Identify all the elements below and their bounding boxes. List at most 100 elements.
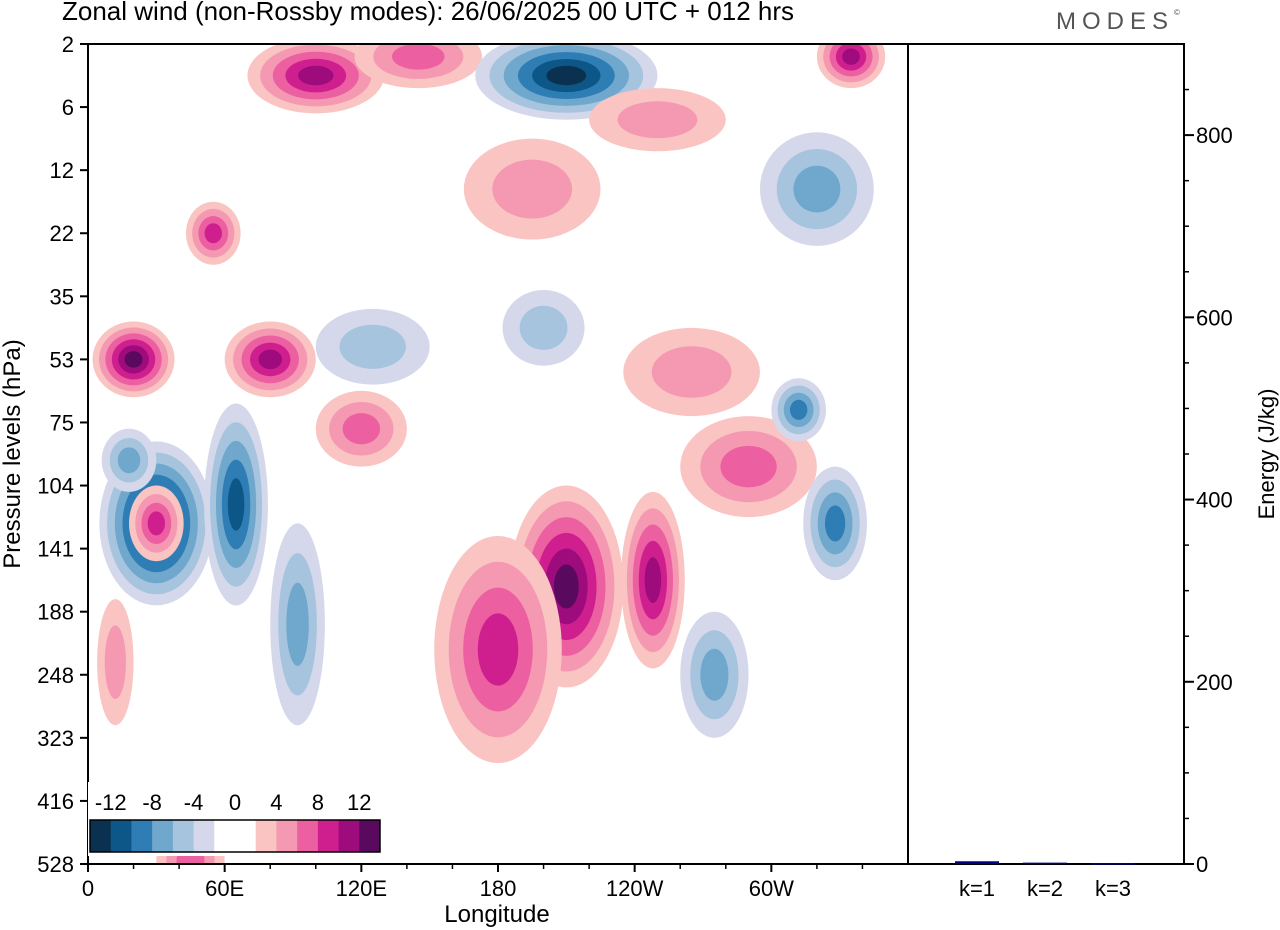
- contour-band: [651, 346, 732, 398]
- energy-x-axis: k=1 k=2 k=3: [959, 876, 1131, 901]
- colorbar-cell: [172, 820, 195, 852]
- energy-bars: [955, 861, 1135, 865]
- contour-band: [227, 478, 245, 531]
- x-tick-label: 120E: [336, 876, 387, 901]
- heatmap-feature: [803, 466, 867, 581]
- energy-tick-label: 0: [1196, 852, 1208, 877]
- energy-frame: [907, 43, 1185, 865]
- contour-band: [124, 351, 143, 368]
- contour-band: [789, 399, 808, 420]
- contour-band: [258, 349, 283, 370]
- y-axis-label: Pressure levels (hPa): [0, 339, 26, 568]
- energy-category-label: k=2: [1027, 876, 1063, 901]
- y-tick-label: 248: [37, 663, 74, 688]
- colorbar-cell: [255, 820, 277, 852]
- heatmap-feature: [92, 321, 175, 398]
- contour-band: [104, 625, 126, 699]
- contour-band: [342, 413, 381, 445]
- contour-band: [492, 159, 573, 219]
- y-tick-label: 323: [37, 726, 74, 751]
- energy-bar: [1023, 862, 1067, 865]
- chart-title: Zonal wind (non-Rossby modes): 26/06/202…: [62, 0, 794, 26]
- heatmap-feature: [680, 611, 749, 738]
- heatmap-feature: [97, 599, 134, 726]
- y-tick-label: 22: [50, 221, 74, 246]
- contour-band: [617, 101, 698, 139]
- energy-category-label: k=1: [959, 876, 995, 901]
- contour-band: [204, 223, 222, 244]
- heatmap-feature: [434, 536, 562, 764]
- heatmap-feature: [315, 390, 407, 467]
- energy-bar: [955, 861, 999, 864]
- y-tick-label: 35: [50, 284, 74, 309]
- contour-band: [700, 648, 729, 701]
- heatmap-feature: [129, 485, 184, 562]
- contour-band: [339, 324, 406, 369]
- contour-band: [477, 613, 519, 686]
- colorbar-cell: [152, 820, 174, 852]
- y-tick-label: 53: [50, 347, 74, 372]
- heatmap-feature: [589, 88, 726, 152]
- colorbar-cell: [110, 820, 132, 852]
- x-axis-label: Longitude: [444, 901, 549, 928]
- heatmap-feature: [354, 44, 483, 89]
- colorbar-cell: [214, 820, 236, 852]
- contour-band: [117, 447, 141, 474]
- contour-band: [553, 564, 579, 609]
- colorbar-frame: [89, 819, 381, 853]
- y-axis: 2 6 12 22 35 53 75 104 141 188 248 323 416 528: [37, 32, 88, 877]
- y-tick-label: 528: [37, 852, 74, 877]
- colorbar: -12 -8 -4 0 4 8 12: [88, 782, 382, 856]
- colorbar-tick-label: 8: [312, 790, 324, 815]
- contour-band: [644, 557, 662, 604]
- heatmap-feature: [816, 44, 886, 89]
- heatmap-feature: [680, 416, 817, 518]
- colorbar-cell: [359, 820, 381, 852]
- colorbar-tick-label: 0: [229, 790, 241, 815]
- x-tick-label: 180: [480, 876, 517, 901]
- y-tick-label: 75: [50, 410, 74, 435]
- y-tick-label: 188: [37, 600, 74, 625]
- contour-band: [392, 44, 445, 70]
- colorbar-tick-label: 12: [347, 790, 371, 815]
- energy-axis-label: Energy (J/kg): [1254, 389, 1279, 520]
- colorbar-tick-label: -8: [142, 790, 162, 815]
- x-axis: 0 60E 120E 180 120W 60W: [82, 864, 864, 901]
- y-tick-label: 141: [37, 537, 74, 562]
- heatmap-feature: [270, 523, 325, 726]
- colorbar-cell: [193, 820, 215, 852]
- heatmap-feature: [224, 321, 316, 398]
- x-tick-label: 60W: [749, 876, 794, 901]
- heatmap-feature: [315, 308, 430, 385]
- contour-band: [793, 165, 841, 213]
- heatmap-feature: [247, 44, 385, 114]
- heatmap-feature: [771, 378, 827, 442]
- colorbar-cell: [276, 820, 298, 852]
- colorbar-tick-label: -4: [184, 790, 204, 815]
- contour-band: [842, 48, 860, 65]
- contour-band: [824, 505, 846, 542]
- colorbar-tick-label: -12: [95, 790, 127, 815]
- energy-tick-label: 400: [1196, 488, 1233, 513]
- heatmap-feature: [759, 132, 874, 246]
- x-tick-label: 60E: [205, 876, 244, 901]
- y-tick-label: 416: [37, 789, 74, 814]
- colorbar-cell: [338, 820, 360, 852]
- y-tick-label: 104: [37, 474, 74, 499]
- heatmap-feature: [101, 428, 157, 492]
- y-tick-label: 2: [62, 32, 74, 57]
- energy-tick-label: 800: [1196, 123, 1233, 148]
- heatmap-feature: [463, 138, 601, 240]
- contour-band: [147, 511, 166, 536]
- contour-band: [546, 65, 587, 86]
- energy-tick-label: 200: [1196, 670, 1233, 695]
- contour-band: [519, 305, 568, 350]
- colorbar-tick-label: 4: [270, 790, 282, 815]
- colorbar-cell: [297, 820, 319, 852]
- colorbar-cell: [131, 820, 153, 852]
- colorbar-cell: [235, 820, 257, 852]
- modes-logo: MODES©: [1056, 8, 1180, 35]
- y-tick-label: 12: [50, 158, 74, 183]
- colorbar-cell: [317, 820, 340, 852]
